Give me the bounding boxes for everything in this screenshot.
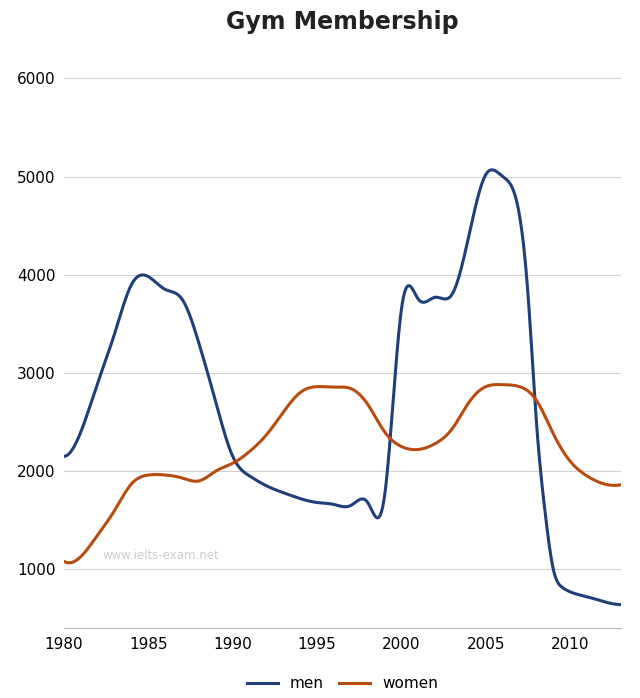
Title: Gym Membership: Gym Membership [226, 10, 459, 34]
men [285, 491, 293, 499]
men [305, 497, 313, 505]
women [65, 558, 73, 567]
women [443, 431, 451, 439]
Line: women: women [64, 385, 621, 563]
men [60, 452, 68, 461]
women [506, 380, 513, 389]
men [442, 295, 450, 303]
men [488, 165, 496, 174]
women [286, 399, 294, 408]
women [118, 495, 125, 503]
women [306, 383, 314, 392]
Line: men: men [64, 170, 621, 604]
women [60, 557, 68, 565]
women [494, 380, 502, 389]
men [495, 169, 502, 177]
men [617, 600, 625, 609]
Legend: men, women: men, women [247, 676, 438, 692]
men [505, 178, 513, 186]
women [495, 380, 503, 389]
Text: www.ielts-exam.net: www.ielts-exam.net [103, 549, 220, 562]
women [617, 481, 625, 489]
men [117, 309, 125, 318]
